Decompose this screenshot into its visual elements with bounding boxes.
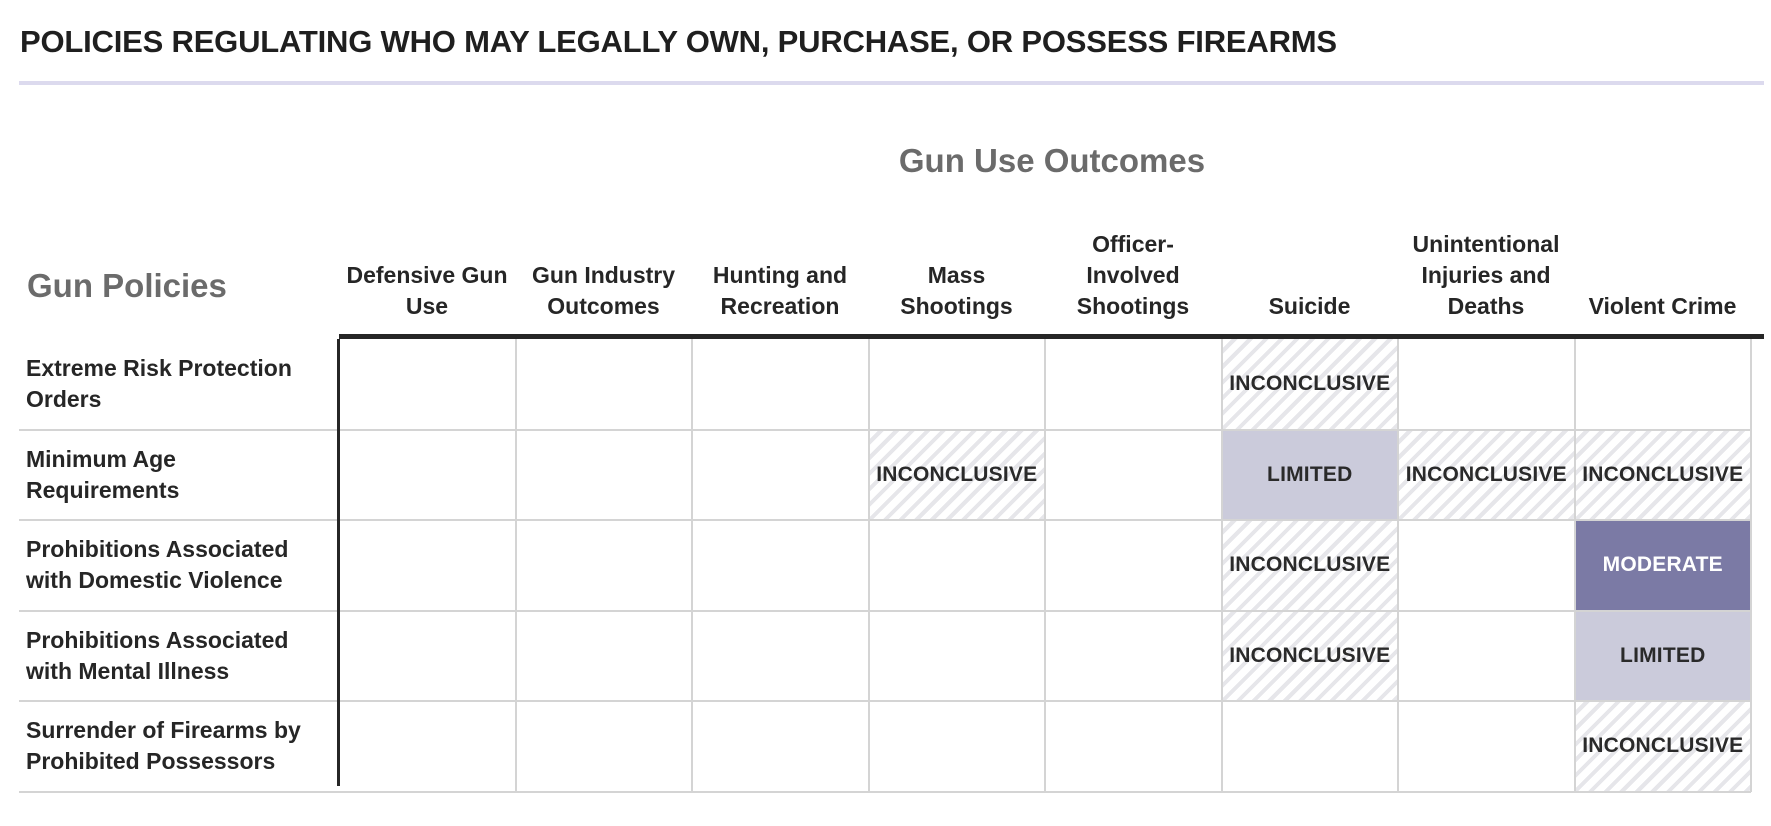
column-header-hunting-and-recreation: Hunting and Recreation <box>692 220 868 322</box>
row-label-extreme-risk-protection-orders: Extreme Risk Protection Orders <box>26 339 336 429</box>
column-header-label: Suicide <box>1268 293 1351 319</box>
cell-prohibitions-associated-with-mental-illness-suicide: INCONCLUSIVE <box>1221 610 1398 701</box>
grid-vertical-line <box>1397 339 1399 792</box>
row-label-text: Extreme Risk Protection Orders <box>26 355 292 412</box>
cell-surrender-of-firearms-by-prohibited-possessors-violent-crime: INCONCLUSIVE <box>1574 701 1751 792</box>
row-label-minimum-age-requirements: Minimum Age Requirements <box>26 430 336 520</box>
row-label-prohibitions-associated-with-domestic-violence: Prohibitions Associated with Domestic Vi… <box>26 520 336 610</box>
row-label-axis-line <box>337 339 340 786</box>
column-header-label: Violent Crime <box>1588 293 1737 319</box>
row-label-text: Surrender of Firearms by Prohibited Poss… <box>26 717 301 774</box>
column-header-defensive-gun-use: Defensive Gun Use <box>339 220 515 322</box>
column-header-unintentional-injuries-and-deaths: Unintentional Injuries and Deaths <box>1398 220 1574 322</box>
column-header-label: Defensive Gun Use <box>346 262 508 319</box>
column-header-label: Unintentional Injuries and Deaths <box>1412 231 1560 319</box>
row-label-text: Prohibitions Associated with Mental Illn… <box>26 626 289 684</box>
column-header-officer-involved-shootings: Officer- Involved Shootings <box>1045 220 1221 322</box>
cell-prohibitions-associated-with-domestic-violence-suicide: INCONCLUSIVE <box>1221 520 1398 611</box>
outcomes-heading: Gun Use Outcomes <box>898 142 1206 179</box>
cell-minimum-age-requirements-unintentional-injuries-and-deaths: INCONCLUSIVE <box>1398 429 1575 520</box>
cell-minimum-age-requirements-suicide: LIMITED <box>1221 429 1398 520</box>
grid-vertical-line <box>1044 339 1046 792</box>
cell-minimum-age-requirements-violent-crime: INCONCLUSIVE <box>1574 429 1751 520</box>
header-rule <box>339 334 1764 339</box>
grid-vertical-line <box>1573 339 1576 792</box>
row-label-text: Minimum Age Requirements <box>26 445 180 503</box>
grid-horizontal-line <box>19 428 1751 431</box>
grid-horizontal-line <box>19 700 1751 702</box>
grid-vertical-line <box>1220 339 1223 792</box>
grid-horizontal-line <box>19 519 1751 521</box>
column-header-label: Hunting and Recreation <box>712 262 848 319</box>
grid-horizontal-line <box>19 790 1751 793</box>
cell-extreme-risk-protection-orders-suicide: INCONCLUSIVE <box>1221 339 1398 430</box>
title-divider <box>19 81 1764 85</box>
column-header-gun-industry-outcomes: Gun Industry Outcomes <box>516 220 692 322</box>
cell-minimum-age-requirements-mass-shootings: INCONCLUSIVE <box>868 429 1045 520</box>
row-label-prohibitions-associated-with-mental-illness: Prohibitions Associated with Mental Illn… <box>26 611 336 701</box>
column-header-label: Gun Industry Outcomes <box>531 262 676 319</box>
row-label-text: Prohibitions Associated with Domestic Vi… <box>26 536 289 593</box>
column-header-mass-shootings: Mass Shootings <box>869 220 1045 322</box>
grid-vertical-line <box>867 339 870 792</box>
column-header-violent-crime: Violent Crime <box>1575 220 1751 322</box>
column-header-label: Mass Shootings <box>900 262 1013 319</box>
grid-vertical-line <box>514 339 517 792</box>
page-title: POLICIES REGULATING WHO MAY LEGALLY OWN,… <box>20 24 1337 59</box>
grid-vertical-line <box>1750 339 1752 792</box>
cell-prohibitions-associated-with-mental-illness-violent-crime: LIMITED <box>1574 610 1751 701</box>
cell-prohibitions-associated-with-domestic-violence-violent-crime: MODERATE <box>1574 520 1751 611</box>
row-label-surrender-of-firearms-by-prohibited-possessors: Surrender of Firearms by Prohibited Poss… <box>26 701 336 791</box>
column-header-suicide: Suicide <box>1222 220 1398 322</box>
policies-heading: Gun Policies <box>27 267 227 304</box>
grid-vertical-line <box>691 339 693 792</box>
grid-horizontal-line <box>19 609 1751 612</box>
column-header-label: Officer- Involved Shootings <box>1076 231 1190 319</box>
